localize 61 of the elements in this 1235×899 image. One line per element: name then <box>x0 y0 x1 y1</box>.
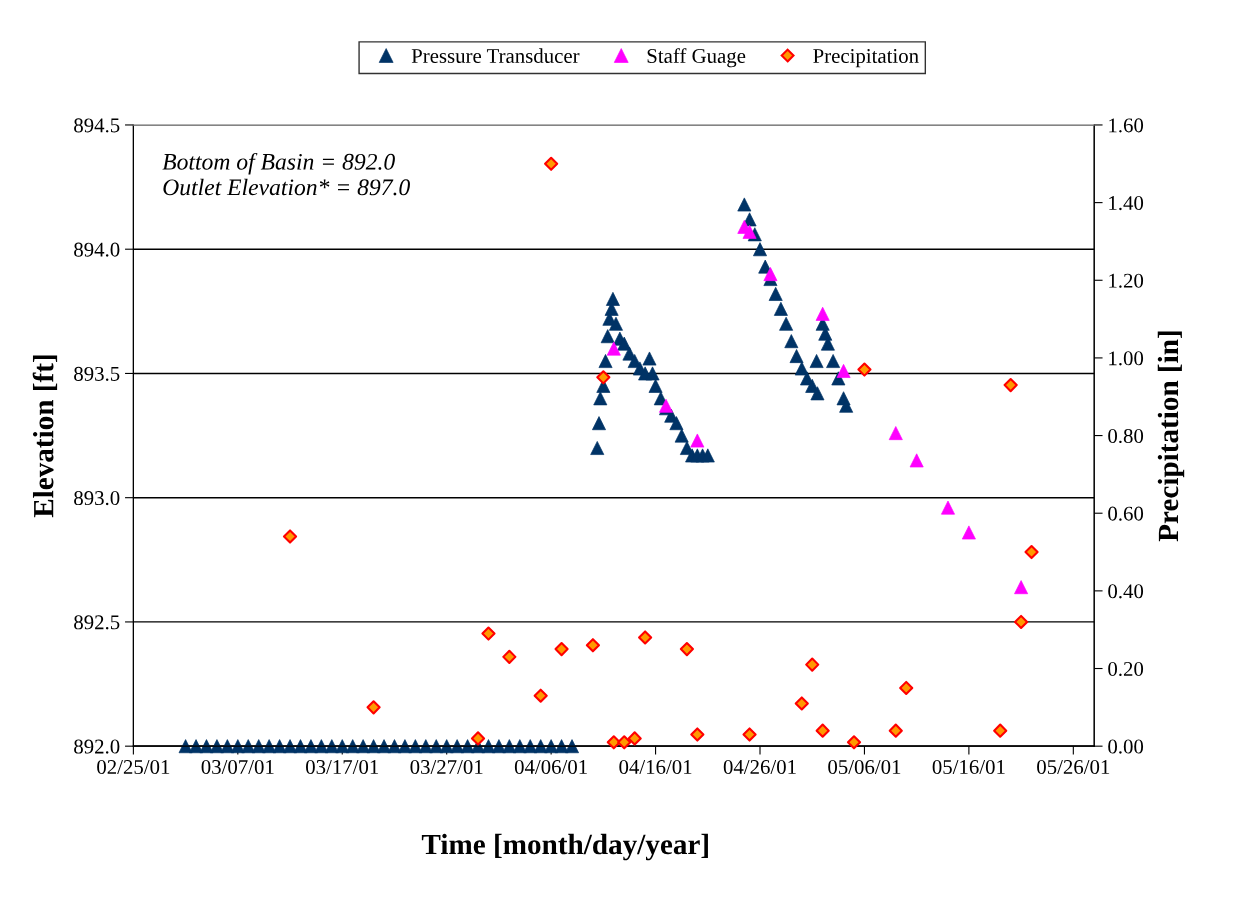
y2-axis-title: Precipitation [in] <box>1157 331 1185 542</box>
point <box>1003 378 1018 393</box>
point <box>533 688 548 703</box>
annotation: Outlet Elevation* = 897.0 <box>163 178 410 196</box>
point <box>846 735 862 750</box>
y-tick-label: 894.5 <box>74 118 120 133</box>
y2-tick-label: 0.60 <box>1108 506 1144 521</box>
x-tick-label: 04/16/01 <box>619 759 692 775</box>
point <box>857 362 872 377</box>
x-tick-label: 03/07/01 <box>201 759 274 775</box>
point <box>899 680 914 696</box>
y-tick-label: 892.0 <box>74 739 120 754</box>
point <box>1024 544 1039 560</box>
point <box>470 731 486 746</box>
point <box>585 638 600 653</box>
legend-label: Precipitation <box>813 49 919 68</box>
point <box>502 649 517 664</box>
point <box>366 700 381 715</box>
legend-label: Staff Guage <box>647 48 746 68</box>
point <box>742 727 757 742</box>
point <box>481 626 496 641</box>
y-tick-label: 894.0 <box>74 242 120 257</box>
y2-tick-label: 1.00 <box>1109 351 1144 366</box>
point <box>690 727 705 742</box>
y2-tick-label: 0.00 <box>1108 739 1144 754</box>
point <box>596 370 611 385</box>
point <box>1014 614 1029 630</box>
point <box>679 642 694 657</box>
x-tick-label: 02/25/01 <box>97 759 170 775</box>
x-tick-label: 05/06/01 <box>828 759 901 775</box>
point <box>606 735 621 750</box>
point <box>627 731 642 746</box>
point <box>617 735 632 750</box>
x-tick-label: 03/27/01 <box>410 759 483 775</box>
y2-tick-label: 0.80 <box>1108 428 1144 444</box>
y2-tick-label: 0.20 <box>1108 661 1144 677</box>
x-tick-label: 04/26/01 <box>723 759 796 775</box>
y2-tick-label: 1.60 <box>1109 118 1144 133</box>
point <box>815 723 830 738</box>
point <box>993 723 1008 738</box>
point <box>805 657 820 672</box>
x-tick-label: 05/26/01 <box>1037 759 1110 775</box>
annotation: Bottom of Basin = 892.0 <box>162 152 395 175</box>
x-tick-label: 03/17/01 <box>306 759 379 775</box>
y-tick-label: 892.5 <box>74 615 120 630</box>
legend-label: Pressure Transducer <box>411 48 580 63</box>
point <box>544 156 559 171</box>
x-tick-label: 05/16/01 <box>932 759 1005 775</box>
x-tick-label: 04/06/01 <box>514 759 587 775</box>
point <box>794 696 809 711</box>
y-tick-label: 893.5 <box>74 366 120 381</box>
point <box>888 723 903 738</box>
y2-tick-label: 1.40 <box>1109 195 1144 211</box>
point <box>554 642 569 657</box>
y-tick-label: 893.0 <box>74 491 120 506</box>
y2-tick-label: 0.40 <box>1108 584 1144 599</box>
point <box>282 529 298 544</box>
y-axis-title: Elevation [ft] <box>32 355 58 518</box>
point <box>638 630 653 645</box>
x-axis-title: Time [month/day/year] <box>421 833 708 861</box>
y2-tick-label: 1.20 <box>1109 273 1144 288</box>
